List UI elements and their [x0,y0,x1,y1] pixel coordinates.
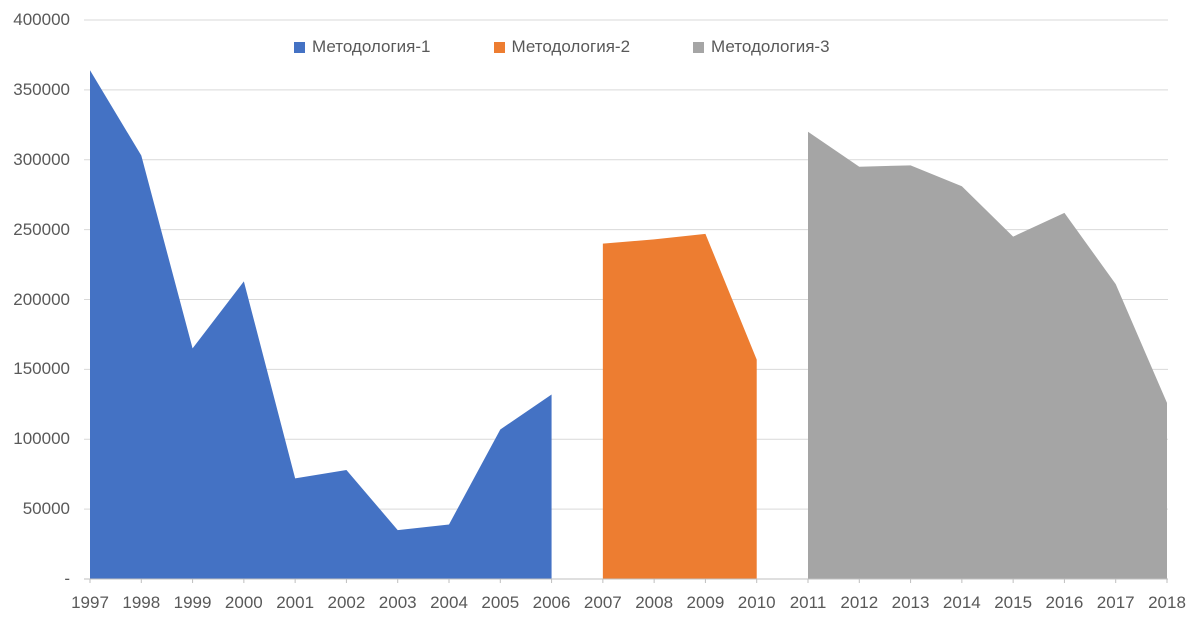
legend-swatch-methodology-2 [493,41,505,53]
x-tick-label: 2016 [1045,593,1084,612]
x-tick-label: 2007 [583,593,622,612]
x-tick-label: 2018 [1148,593,1186,612]
x-tick-label: 1999 [173,593,212,612]
x-tick-label: 2009 [686,593,725,612]
y-tick-label: 350000 [13,79,70,99]
y-tick-label: - [64,569,70,588]
area-series-1 [90,70,552,579]
y-tick-label: 150000 [13,359,70,379]
x-tick-label: 2008 [635,593,674,612]
x-tick-label: 2000 [224,593,263,612]
x-tick-label: 2010 [737,593,776,612]
x-tick-label: 2006 [532,593,571,612]
x-tick-label: 2002 [327,593,366,612]
legend-item-methodology-2: Методология-2 [493,37,631,57]
x-tick-label: 1997 [71,593,109,612]
y-tick-label: 200000 [13,289,70,309]
x-tick-label: 2003 [378,593,417,612]
x-tick-label: 2005 [481,593,520,612]
legend: Методология-1 Методология-2 Методология-… [294,35,830,59]
x-tick-label: 1998 [122,593,161,612]
x-tick-label: 2001 [276,593,315,612]
y-tick-label: 300000 [13,149,70,169]
legend-item-methodology-3: Методология-3 [693,37,830,57]
x-tick-label: 2011 [789,593,827,612]
legend-label-methodology-3: Методология-3 [711,37,830,56]
legend-label-methodology-2: Методология-2 [511,37,631,56]
area-series-2 [602,233,757,579]
y-tick-label: 50000 [22,499,70,519]
x-tick-label: 2012 [840,593,879,612]
x-tick-label: 2013 [891,593,930,612]
y-tick-label: 100000 [13,429,70,449]
x-tick-label: 2015 [994,593,1033,612]
x-tick-label: 2017 [1096,593,1135,612]
area-series-3 [808,131,1167,580]
legend-item-methodology-1: Методология-1 [294,37,431,57]
legend-swatch-methodology-1 [294,41,305,53]
y-tick-label: 250000 [13,219,70,239]
legend-swatch-methodology-3 [693,41,705,53]
x-tick-label: 2004 [430,593,468,612]
y-tick-label: 400000 [13,10,70,29]
x-tick-label: 2014 [942,593,981,612]
legend-label-methodology-1: Методология-1 [312,37,431,56]
